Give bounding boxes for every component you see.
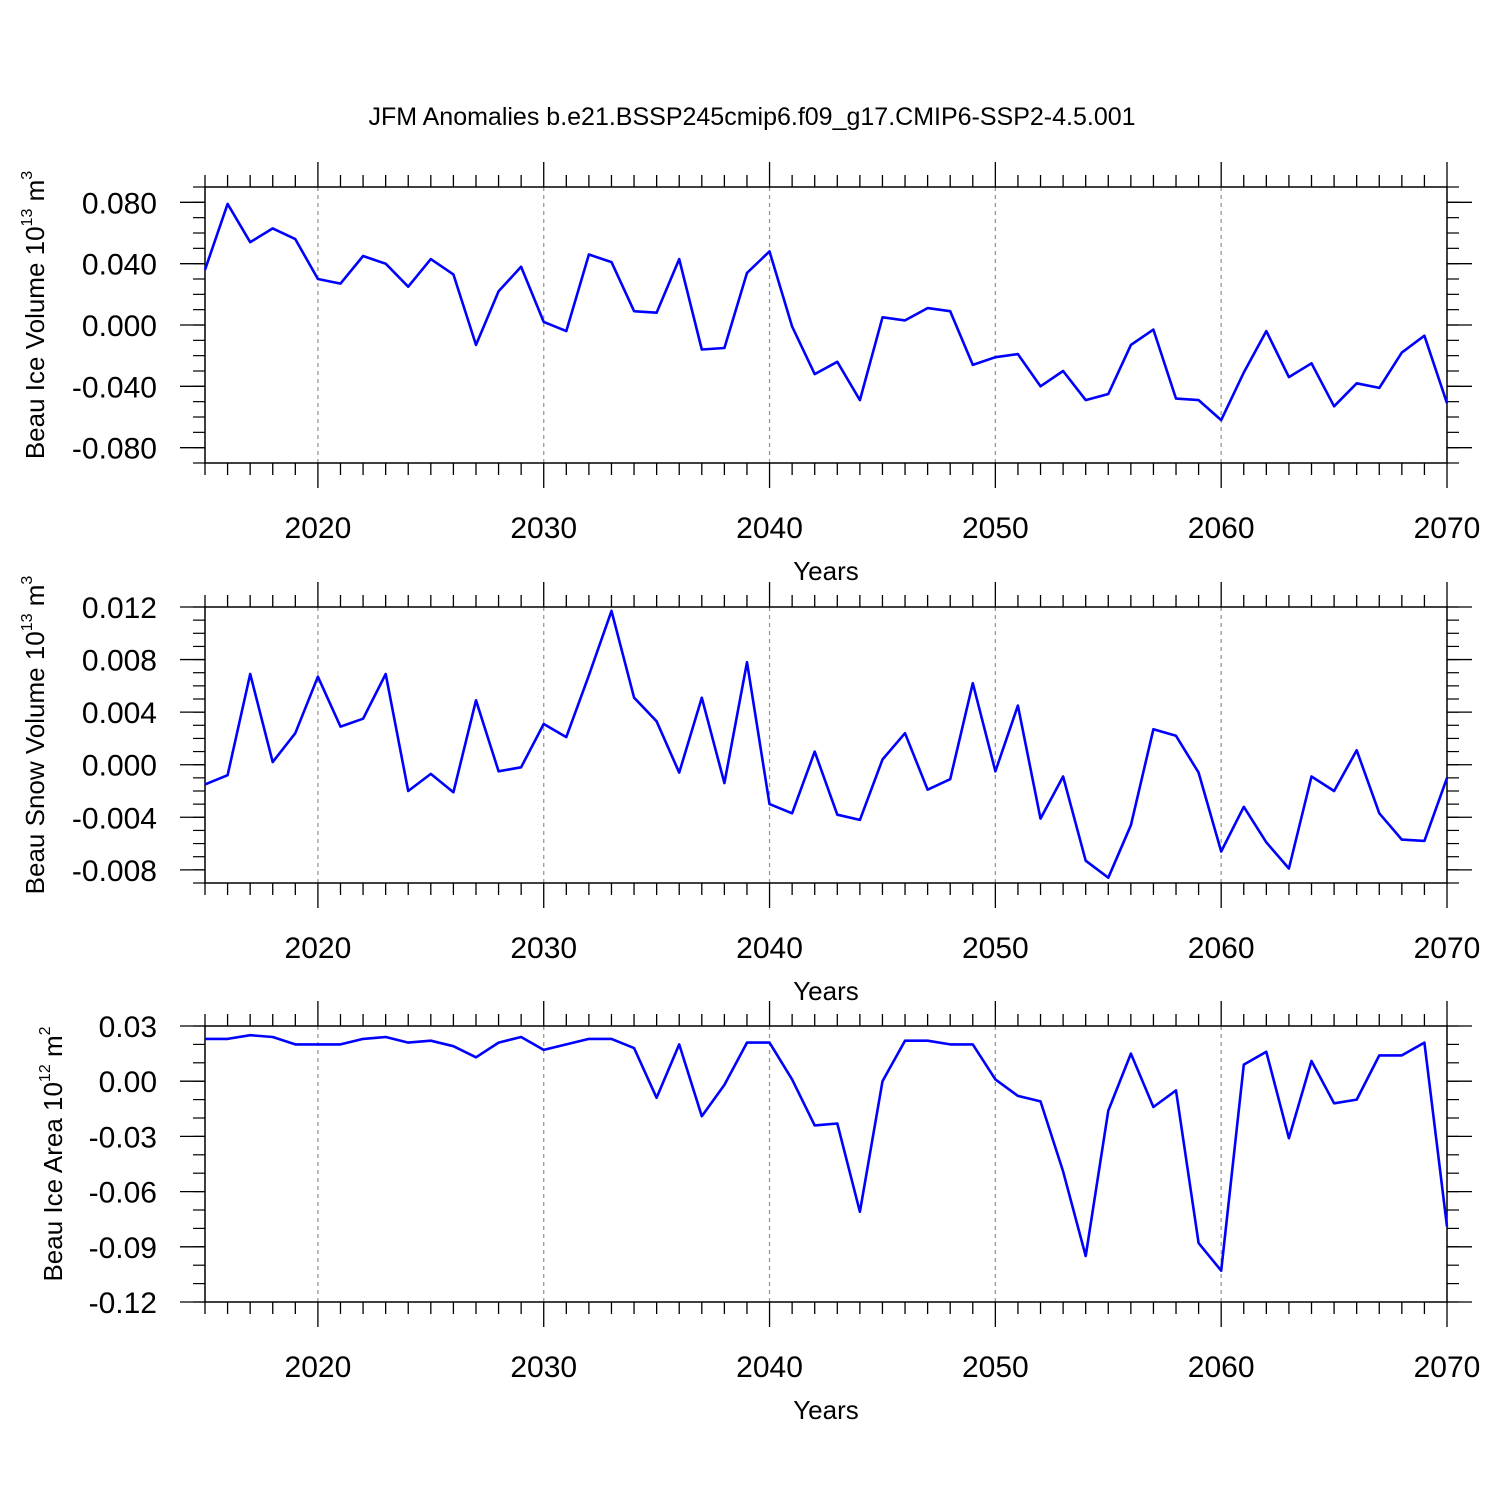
x-tick-label: 2040 (736, 512, 803, 545)
x-tick-label: 2030 (510, 1351, 577, 1384)
y-tick-label: 0.040 (82, 249, 157, 282)
figure-title: JFM Anomalies b.e21.BSSP245cmip6.f09_g17… (368, 103, 1135, 131)
y-tick-label: 0.080 (82, 187, 157, 220)
y-label-unit: m (20, 180, 50, 209)
series-line (205, 1033, 1449, 1272)
x-tick-label: 2070 (1414, 512, 1481, 545)
x-tick-label: 2070 (1414, 932, 1481, 965)
y-label-unit-exponent: 3 (19, 576, 36, 585)
series-line (204, 609, 1449, 880)
x-tick-label: 2020 (285, 512, 352, 545)
plot-border (204, 1025, 1448, 1303)
x-tick-label: 2050 (962, 512, 1029, 545)
x-axis-label: Years (793, 556, 859, 586)
x-tick-label: 2020 (285, 932, 352, 965)
y-label-exponent: 13 (19, 613, 36, 631)
panels: 0.080 0.040 0.000 -0.040 -0.080 2020 2030 2040 2… (19, 162, 1480, 1425)
y-tick-label: 0.03 (99, 1011, 157, 1044)
y-label-unit-exponent: 3 (19, 171, 36, 180)
x-tick-label: 2050 (962, 1351, 1029, 1384)
x-axis-label: Years (793, 1395, 859, 1425)
x-tick-label: 2060 (1188, 932, 1255, 965)
x-axis-label: Years (793, 976, 859, 1006)
panel-1: 0.080 0.040 0.000 -0.040 -0.080 2020 2030 2040 2… (19, 162, 1480, 586)
panel-2: 0.012 0.008 0.004 0.000 -0.004 -0.008 2020 2030… (19, 576, 1480, 1006)
y-label-exponent: 13 (19, 209, 36, 227)
x-tick-label: 2050 (962, 932, 1029, 965)
x-tick-label: 2070 (1414, 1351, 1481, 1384)
x-tick-label: 2030 (510, 932, 577, 965)
y-tick-label: -0.09 (89, 1232, 157, 1265)
plot-border (204, 606, 1448, 884)
y-tick-label: -0.004 (72, 802, 157, 835)
y-tick-label: -0.080 (72, 433, 157, 466)
y-tick-label: 0.004 (82, 697, 157, 730)
x-tick-label: 2040 (736, 932, 803, 965)
y-label-text: Beau Snow Volume 10 (20, 631, 50, 894)
y-label-exponent: 12 (37, 1064, 54, 1082)
y-tick-label: -0.008 (72, 855, 157, 888)
y-axis-label: Beau Ice Volume 1013 m3 (19, 171, 50, 459)
series-line (203, 202, 1449, 422)
x-tick-label: 2040 (736, 1351, 803, 1384)
y-tick-label: 0.00 (99, 1066, 157, 1099)
y-axis-label: Beau Snow Volume 1013 m3 (19, 576, 50, 895)
y-tick-label: 0.008 (82, 645, 157, 678)
y-tick-label: 0.012 (82, 592, 157, 625)
y-label-unit-exponent: 2 (37, 1026, 54, 1035)
panel-3: 0.03 0.00 -0.03 -0.06 -0.09 -0.12 2020 2030 2040… (37, 1001, 1480, 1425)
y-tick-label: -0.06 (89, 1177, 157, 1210)
y-label-text: Beau Ice Area 10 (38, 1082, 68, 1281)
y-tick-label: -0.03 (89, 1121, 157, 1154)
x-tick-label: 2060 (1188, 512, 1255, 545)
y-tick-label: 0.000 (82, 750, 157, 783)
y-label-text: Beau Ice Volume 10 (20, 226, 50, 459)
y-tick-label: -0.12 (89, 1287, 157, 1320)
y-label-unit: m (38, 1035, 68, 1064)
x-tick-label: 2060 (1188, 1351, 1255, 1384)
y-axis-label: Beau Ice Area 1012 m2 (37, 1026, 68, 1281)
x-tick-label: 2020 (285, 1351, 352, 1384)
y-tick-label: -0.040 (72, 371, 157, 404)
y-label-unit: m (20, 585, 50, 614)
x-tick-label: 2030 (510, 512, 577, 545)
y-tick-label: 0.000 (82, 310, 157, 343)
plot-border (204, 186, 1448, 464)
